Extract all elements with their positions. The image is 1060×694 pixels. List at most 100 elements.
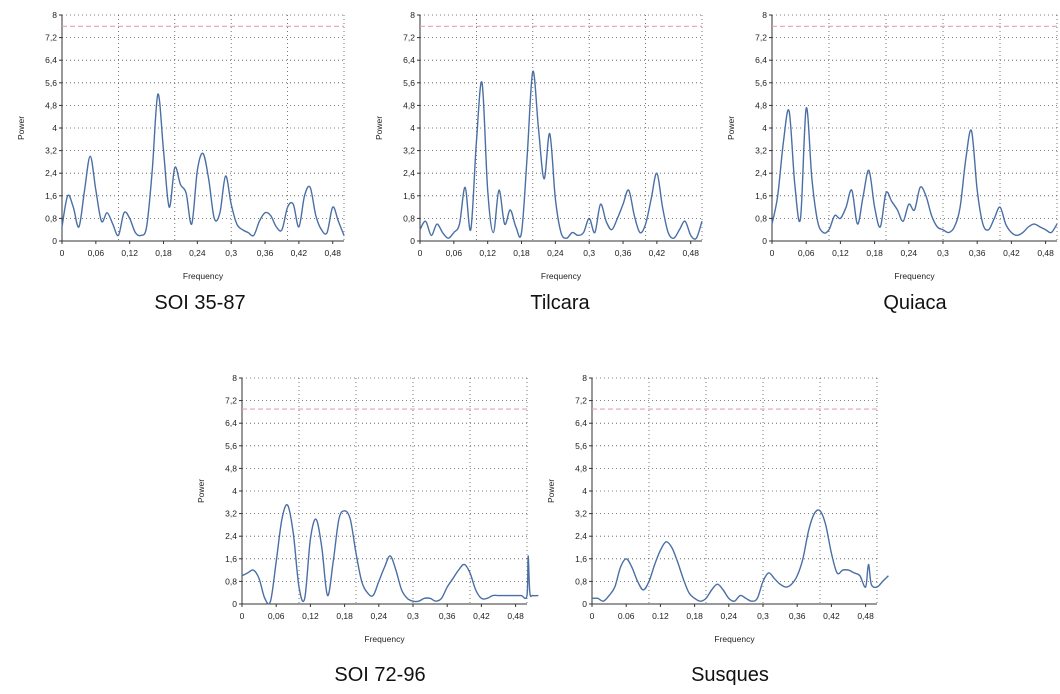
x-tick-label: 0,06 xyxy=(446,248,463,258)
y-tick-label: 3,2 xyxy=(575,509,587,519)
y-tick-label: 4 xyxy=(410,123,415,133)
y-tick-label: 0 xyxy=(232,599,237,609)
x-tick-label: 0,36 xyxy=(789,611,806,621)
y-tick-label: 4,8 xyxy=(755,100,767,110)
x-tick-label: 0,18 xyxy=(866,248,883,258)
x-tick-label: 0 xyxy=(770,248,775,258)
x-tick-label: 0,18 xyxy=(155,248,172,258)
x-axis-title: Frequency xyxy=(541,271,582,281)
plot-area: 0 0,8 1,6 2,4 3,2 4 4,8 5,6 6,4 7,2 8 0 0,06 0,12 0,18… xyxy=(374,10,703,281)
x-tick-label: 0,18 xyxy=(336,611,353,621)
x-tick-label: 0,3 xyxy=(937,248,949,258)
y-tick-label: 4,8 xyxy=(575,463,587,473)
y-tick-label: 5,6 xyxy=(755,78,767,88)
x-tick-label: 0,3 xyxy=(757,611,769,621)
y-tick-label: 6,4 xyxy=(575,418,587,428)
x-tick-label: 0,3 xyxy=(583,248,595,258)
y-tick-label: 2,4 xyxy=(403,168,415,178)
x-tick-label: 0,24 xyxy=(189,248,206,258)
y-axis-title: Power xyxy=(16,116,26,140)
x-tick-label: 0,42 xyxy=(1003,248,1020,258)
y-tick-label: 8 xyxy=(582,373,587,383)
y-tick-label: 3,2 xyxy=(225,509,237,519)
y-tick-label: 7,2 xyxy=(755,33,767,43)
y-tick-label: 8 xyxy=(762,10,767,20)
y-tick-label: 8 xyxy=(232,373,237,383)
plot-area: 0 0,8 1,6 2,4 3,2 4 4,8 5,6 6,4 7,2 8 0 0,06 0,12 0,18… xyxy=(726,10,1058,281)
x-tick-label: 0,12 xyxy=(479,248,496,258)
x-tick-label: 0,06 xyxy=(268,611,285,621)
y-tick-label: 6,4 xyxy=(45,55,57,65)
power-spectrum-line xyxy=(771,107,1058,237)
chart-tilcara: 0 0,8 1,6 2,4 3,2 4 4,8 5,6 6,4 7,2 8 0 0,06 0,12 0,18… xyxy=(374,10,703,281)
y-tick-label: 6,4 xyxy=(755,55,767,65)
x-tick-label: 0,18 xyxy=(513,248,530,258)
plot-area: 0 0,8 1,6 2,4 3,2 4 4,8 5,6 6,4 7,2 8 0 0,06 0,12 0,18… xyxy=(16,10,345,281)
y-tick-label: 2,4 xyxy=(225,531,237,541)
y-tick-label: 5,6 xyxy=(45,78,57,88)
y-tick-label: 3,2 xyxy=(755,146,767,156)
x-axis-title: Frequency xyxy=(894,271,935,281)
y-tick-label: 5,6 xyxy=(225,441,237,451)
y-tick-label: 2,4 xyxy=(45,168,57,178)
y-axis-title: Power xyxy=(196,479,206,503)
x-tick-label: 0,24 xyxy=(371,611,388,621)
y-tick-label: 6,4 xyxy=(403,55,415,65)
y-tick-label: 1,6 xyxy=(403,191,415,201)
x-tick-label: 0,36 xyxy=(615,248,632,258)
x-tick-label: 0,12 xyxy=(302,611,319,621)
chart-caption-soi-72-96: SOI 72-96 xyxy=(334,664,426,686)
chart-susques: 0 0,8 1,6 2,4 3,2 4 4,8 5,6 6,4 7,2 8 0 0.06 0.12 0,18… xyxy=(546,373,889,644)
x-axis-title: Frequency xyxy=(183,271,224,281)
x-tick-label: 0,48 xyxy=(1037,248,1054,258)
x-tick-label: 0 xyxy=(240,611,245,621)
y-tick-label: 2,4 xyxy=(755,168,767,178)
x-tick-label: 0,24 xyxy=(547,248,564,258)
x-tick-label: 0,48 xyxy=(324,248,341,258)
y-tick-label: 3,2 xyxy=(45,146,57,156)
chart-soi-72-96: 0 0,8 1,6 2,4 3,2 4 4,8 5,6 6,4 7,2 8 0 0,06 0,12 0,18… xyxy=(196,373,539,644)
y-tick-label: 1,6 xyxy=(45,191,57,201)
x-axis-title: Frequency xyxy=(714,634,755,644)
x-axis-title: Frequency xyxy=(364,634,405,644)
y-axis-title: Power xyxy=(546,479,556,503)
chart-caption-quiaca: Quiaca xyxy=(883,292,947,314)
y-tick-label: 6,4 xyxy=(225,418,237,428)
y-tick-label: 0,8 xyxy=(575,576,587,586)
y-tick-label: 0,8 xyxy=(45,213,57,223)
plot-area: 0 0,8 1,6 2,4 3,2 4 4,8 5,6 6,4 7,2 8 0 0,06 0,12 0,18… xyxy=(196,373,539,644)
y-axis-title: Power xyxy=(726,116,736,140)
x-tick-label: 0.12 xyxy=(652,611,669,621)
y-tick-label: 8 xyxy=(52,10,57,20)
x-tick-label: 0,48 xyxy=(857,611,874,621)
y-tick-label: 7,2 xyxy=(45,33,57,43)
x-tick-label: 0,42 xyxy=(473,611,490,621)
y-tick-label: 0 xyxy=(762,236,767,246)
y-tick-label: 0,8 xyxy=(225,576,237,586)
power-spectrum-line xyxy=(241,503,539,605)
x-tick-label: 0,48 xyxy=(507,611,524,621)
x-tick-label: 0,42 xyxy=(291,248,308,258)
y-tick-label: 5,6 xyxy=(575,441,587,451)
y-tick-label: 0 xyxy=(410,236,415,246)
y-tick-label: 4 xyxy=(232,486,237,496)
y-tick-label: 4,8 xyxy=(403,100,415,110)
y-tick-label: 1,6 xyxy=(575,554,587,564)
y-axis-title: Power xyxy=(374,116,384,140)
x-tick-label: 0,12 xyxy=(121,248,138,258)
x-tick-label: 0,42 xyxy=(649,248,666,258)
chart-caption-tilcara: Tilcara xyxy=(530,292,590,314)
x-tick-label: 0 xyxy=(590,611,595,621)
y-tick-label: 1,6 xyxy=(225,554,237,564)
chart-quiaca: 0 0,8 1,6 2,4 3,2 4 4,8 5,6 6,4 7,2 8 0 0,06 0,12 0,18… xyxy=(726,10,1058,281)
chart-caption-susques: Susques xyxy=(691,664,769,686)
y-tick-label: 7,2 xyxy=(403,33,415,43)
y-tick-label: 0,8 xyxy=(403,213,415,223)
y-tick-label: 3,2 xyxy=(403,146,415,156)
y-tick-label: 4,8 xyxy=(45,100,57,110)
y-tick-label: 5,6 xyxy=(403,78,415,88)
y-tick-label: 1,6 xyxy=(755,191,767,201)
plot-area: 0 0,8 1,6 2,4 3,2 4 4,8 5,6 6,4 7,2 8 0 0.06 0.12 0,18… xyxy=(546,373,889,644)
power-spectrum-line xyxy=(419,70,703,240)
x-tick-label: 0,42 xyxy=(823,611,840,621)
